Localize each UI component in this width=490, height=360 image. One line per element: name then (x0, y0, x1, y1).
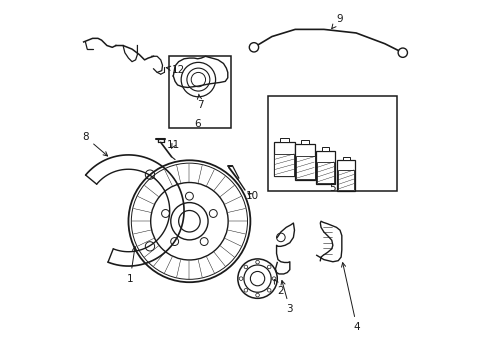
Bar (322, 148, 329, 151)
Bar (317, 151, 335, 184)
Bar (295, 144, 315, 180)
Text: 7: 7 (197, 94, 203, 110)
Text: 1: 1 (127, 247, 137, 284)
Text: 11: 11 (167, 140, 180, 150)
Circle shape (249, 42, 259, 52)
Bar (317, 162, 334, 183)
Text: 12: 12 (166, 64, 185, 75)
Bar (337, 160, 355, 191)
Text: 3: 3 (281, 280, 293, 314)
Bar (296, 156, 315, 179)
Text: 8: 8 (82, 132, 108, 156)
Text: 2: 2 (274, 280, 284, 296)
Bar (338, 170, 354, 190)
Text: 9: 9 (332, 14, 343, 28)
Bar (274, 142, 295, 176)
Text: 6: 6 (194, 120, 200, 129)
Bar (301, 140, 309, 144)
Text: 5: 5 (330, 183, 336, 193)
Bar (343, 157, 350, 160)
Bar (280, 138, 289, 142)
Bar (269, 96, 397, 192)
Bar (169, 56, 231, 128)
Text: 10: 10 (245, 191, 259, 201)
Circle shape (398, 48, 408, 57)
Text: 4: 4 (342, 263, 360, 332)
Bar (274, 154, 294, 176)
